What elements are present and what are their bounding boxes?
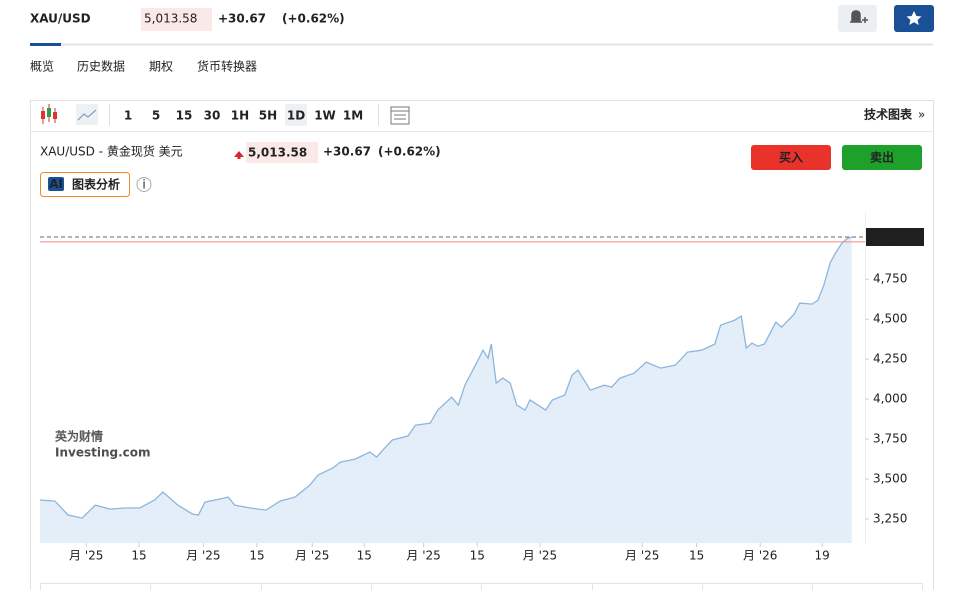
intervals: 1 5 15 30 1H 5H 1D 1W 1M	[124, 104, 363, 126]
buy-label[interactable]: 买入	[779, 151, 803, 165]
tabs: 概览 历史数据 期权 货币转换器	[30, 59, 257, 74]
table-icon[interactable]	[390, 106, 410, 125]
y-tick-label: 4,500	[873, 312, 907, 326]
interval[interactable]: 5H	[259, 109, 277, 123]
y-tick-label: 3,250	[873, 512, 907, 526]
line-icon[interactable]	[76, 104, 98, 125]
price-flash	[246, 142, 318, 163]
ai-label[interactable]: 图表分析	[72, 177, 120, 192]
current-price-label: 5,013.58	[870, 230, 923, 244]
y-tick-label: 4,000	[873, 392, 907, 406]
table-dividers	[40, 583, 923, 590]
link-arrow[interactable]: »	[918, 108, 925, 122]
technical-chart-link[interactable]: 技术图表	[864, 107, 913, 122]
x-tick-label: 15	[357, 549, 372, 563]
instrument-name: XAU/USD - 黄金现货 美元	[40, 144, 183, 159]
interval-active-bg	[285, 104, 307, 126]
watermark-cn: 英为财情	[55, 429, 103, 444]
instrument-change: +30.67	[323, 145, 371, 159]
x-tick-label: 15	[470, 549, 485, 563]
x-tick-label: 15	[131, 549, 146, 563]
interval[interactable]: 15	[176, 109, 193, 123]
sell-label[interactable]: 卖出	[870, 150, 894, 165]
x-tick-label: 月 '25	[406, 549, 440, 563]
symbol: XAU/USD	[30, 12, 91, 26]
info-icon[interactable]	[136, 177, 152, 192]
ai-button[interactable]: AI 图表分析	[40, 172, 130, 197]
x-tick-label: 月 '26	[743, 549, 777, 563]
info-text[interactable]: i	[142, 178, 145, 192]
tab[interactable]: 历史数据	[77, 59, 125, 74]
instrument-price: 5,013.58	[248, 146, 307, 160]
instrument-change-pct: (+0.62%)	[378, 145, 441, 159]
ai-badge[interactable]: AI	[49, 177, 63, 191]
tab[interactable]: 概览	[30, 59, 54, 74]
current-price-badge	[866, 228, 924, 247]
interval[interactable]: 1H	[231, 109, 249, 123]
change-pct: (+0.62%)	[282, 12, 345, 26]
y-tick-label: 4,250	[873, 352, 907, 366]
x-tick-label: 月 '25	[625, 549, 659, 563]
y-tick-label: 4,750	[873, 272, 907, 286]
interval[interactable]: 5	[152, 109, 160, 123]
watchlist-button[interactable]	[894, 5, 934, 32]
sell-button[interactable]: 卖出	[842, 145, 922, 170]
x-tick-label: 月 '25	[186, 549, 220, 563]
x-tick-label: 月 '25	[295, 549, 329, 563]
y-tick-label: 3,750	[873, 432, 907, 446]
interval[interactable]: 1	[124, 109, 132, 123]
interval[interactable]: 1D	[287, 109, 305, 123]
change: +30.67	[218, 12, 266, 26]
price-flash	[141, 8, 212, 31]
buy-button[interactable]: 买入	[751, 145, 831, 170]
chart-frame	[30, 100, 934, 590]
x-tick-label: 月 '25	[69, 549, 103, 563]
x-tick-label: 月 '25	[523, 549, 557, 563]
interval[interactable]: 1W	[314, 109, 336, 123]
x-tick-label: 19	[814, 549, 829, 563]
tab[interactable]: 期权	[149, 60, 173, 74]
tab[interactable]: 货币转换器	[197, 59, 257, 74]
area-fill	[40, 237, 852, 543]
up-arrow	[234, 151, 244, 159]
interval[interactable]: 30	[204, 109, 221, 123]
alert-button[interactable]	[838, 5, 877, 32]
y-tick-label: 3,500	[873, 472, 907, 486]
price-line	[39, 236, 852, 519]
watermark-brand: Investing.com	[55, 446, 151, 460]
x-tick-label: 15	[689, 549, 704, 563]
candle-icon[interactable]	[41, 104, 57, 124]
price: 5,013.58	[144, 12, 197, 26]
plot: 5,013.58 3,250 3,500 3,750 4,000 4,250 4,500 4,…	[39, 212, 924, 563]
interval[interactable]: 1M	[343, 109, 363, 123]
x-tick-label: 15	[249, 549, 264, 563]
